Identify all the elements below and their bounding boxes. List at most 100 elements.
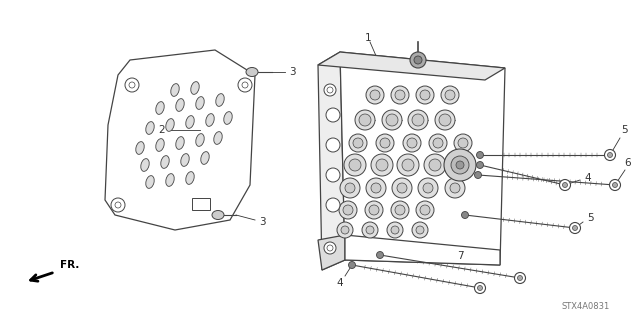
Circle shape [327,87,333,93]
Text: 5: 5 [621,125,627,135]
Circle shape [392,178,412,198]
Ellipse shape [156,139,164,151]
Circle shape [362,222,378,238]
Circle shape [386,114,398,126]
Circle shape [391,86,409,104]
Circle shape [573,226,577,231]
Text: 4: 4 [585,173,591,183]
Circle shape [515,272,525,284]
Circle shape [474,172,481,179]
Ellipse shape [136,142,144,154]
Circle shape [612,182,618,188]
Circle shape [371,154,393,176]
Circle shape [365,201,383,219]
Circle shape [454,159,466,171]
Circle shape [349,159,361,171]
Circle shape [326,198,340,212]
Circle shape [445,90,455,100]
Circle shape [111,198,125,212]
Circle shape [412,222,428,238]
Circle shape [607,152,612,158]
Circle shape [395,90,405,100]
Ellipse shape [206,114,214,126]
Circle shape [366,178,386,198]
Text: 1: 1 [365,33,371,43]
Circle shape [559,180,570,190]
Circle shape [125,78,139,92]
Circle shape [337,222,353,238]
Ellipse shape [171,84,179,96]
Circle shape [343,205,353,215]
Circle shape [570,222,580,234]
Circle shape [387,222,403,238]
Ellipse shape [180,154,189,167]
Circle shape [456,161,464,169]
Bar [192,198,210,210]
Circle shape [382,110,402,130]
Circle shape [451,156,469,174]
Circle shape [461,211,468,219]
Circle shape [454,134,472,152]
Circle shape [324,84,336,96]
Polygon shape [318,52,505,80]
Ellipse shape [201,152,209,164]
Polygon shape [340,52,505,265]
Circle shape [477,286,483,291]
Circle shape [129,82,135,88]
Text: 7: 7 [457,251,463,261]
Polygon shape [318,52,345,270]
Text: 2: 2 [159,125,165,135]
Circle shape [380,138,390,148]
Polygon shape [105,50,255,230]
Ellipse shape [141,159,149,171]
Circle shape [376,159,388,171]
Circle shape [423,183,433,193]
Circle shape [518,276,522,280]
Circle shape [340,178,360,198]
Circle shape [458,138,468,148]
Circle shape [402,159,414,171]
Text: 3: 3 [289,67,295,77]
Circle shape [408,110,428,130]
Circle shape [605,150,616,160]
Circle shape [412,114,424,126]
Ellipse shape [161,156,169,168]
Ellipse shape [196,134,204,146]
Text: 6: 6 [625,158,631,168]
Circle shape [371,183,381,193]
Circle shape [424,154,446,176]
Circle shape [326,138,340,152]
Ellipse shape [214,132,222,145]
Circle shape [349,134,367,152]
Circle shape [429,134,447,152]
Ellipse shape [146,122,154,134]
Circle shape [477,152,483,159]
Circle shape [420,90,430,100]
Circle shape [391,201,409,219]
Circle shape [324,242,336,254]
Circle shape [433,138,443,148]
Text: 5: 5 [587,213,593,223]
Circle shape [407,138,417,148]
Circle shape [326,108,340,122]
Ellipse shape [196,97,204,109]
Ellipse shape [156,102,164,115]
Polygon shape [345,235,500,265]
Circle shape [353,138,363,148]
Ellipse shape [246,68,258,77]
Circle shape [449,154,471,176]
Circle shape [403,134,421,152]
Text: 4: 4 [337,278,343,288]
Ellipse shape [212,211,224,219]
Circle shape [563,182,568,188]
Circle shape [397,154,419,176]
Circle shape [238,78,252,92]
Circle shape [416,86,434,104]
Circle shape [445,178,465,198]
Circle shape [410,52,426,68]
Circle shape [115,202,121,208]
Ellipse shape [146,176,154,188]
Circle shape [441,86,459,104]
Circle shape [420,205,430,215]
Circle shape [344,154,366,176]
